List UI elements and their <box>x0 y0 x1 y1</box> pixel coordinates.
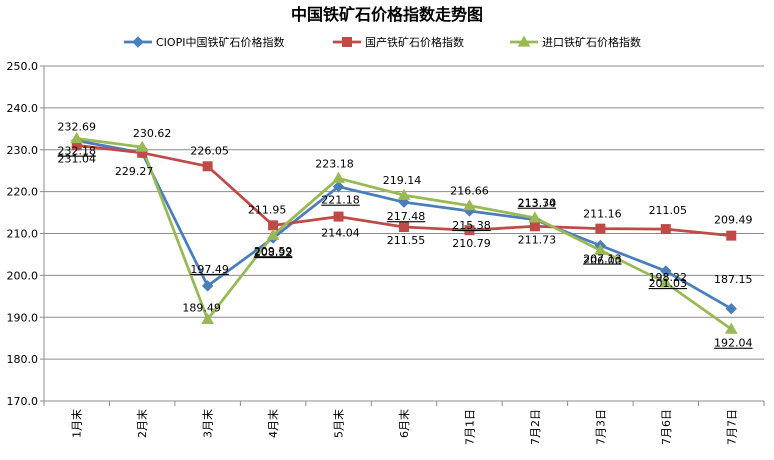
data-point <box>528 211 542 223</box>
x-tick-label: 3月末 <box>201 409 215 438</box>
data-point <box>594 243 607 255</box>
data-point <box>397 188 411 200</box>
data-point <box>660 265 672 277</box>
x-tick-label: 6月末 <box>397 409 411 438</box>
x-tick-label: 7月7日 <box>725 409 738 445</box>
legend-label: 进口铁矿石价格指数 <box>542 35 641 49</box>
x-tick-label: 7月3日 <box>594 409 607 445</box>
x-tick-label: 2月末 <box>135 409 149 438</box>
data-point <box>399 222 409 233</box>
x-tick-label: 4月末 <box>266 409 280 438</box>
data-label: 189.49 <box>182 301 221 314</box>
data-label: 209.59 <box>254 245 293 258</box>
data-label: 211.95 <box>248 203 287 216</box>
data-label: 226.05 <box>190 144 229 157</box>
data-point <box>332 180 345 193</box>
y-tick-label: 230.0 <box>7 144 39 157</box>
legend-marker <box>517 35 531 47</box>
x-tick-label: 7月1日 <box>463 409 476 445</box>
x-tick-label: 7月2日 <box>529 409 542 445</box>
data-label: 223.18 <box>315 157 354 170</box>
data-label: 232.18 <box>57 145 96 158</box>
data-point <box>659 276 673 288</box>
y-tick-label: 180.0 <box>7 353 39 366</box>
y-tick-label: 210.0 <box>7 228 39 241</box>
y-axis-ticks: 170.0 180.0 190.0 200.0 210.0 220.0 230.0 240.0… <box>7 60 44 408</box>
data-label: 192.04 <box>714 337 753 350</box>
data-label: 219.14 <box>383 174 422 187</box>
chart-title: 中国铁矿石价格指数走势图 <box>291 5 483 24</box>
data-label: 231.04 <box>57 152 96 165</box>
legend: CIOPI中国铁矿石价格指数 国产铁矿石价格指数 进口铁矿石价格指数 <box>124 35 641 49</box>
data-label: 207.13 <box>583 253 622 266</box>
data-label: 221.18 <box>321 194 360 207</box>
x-tick-label: 1月末 <box>70 409 84 438</box>
data-label: 229.27 <box>115 165 154 178</box>
data-label: 211.55 <box>387 234 426 247</box>
data-point <box>268 220 279 231</box>
data-point <box>660 224 671 235</box>
data-label: 215.38 <box>452 219 491 232</box>
data-point <box>333 211 344 222</box>
x-tick-label: 5月末 <box>332 409 346 438</box>
x-axis-ticks: 1月末 2月末 3月末 4月末 5月末 6月末 7月1日 7月2日 7月3日 7月6日 7月7日 <box>43 401 765 445</box>
data-label: 216.66 <box>450 185 489 198</box>
data-point <box>724 322 738 334</box>
data-label: 211.73 <box>518 233 557 246</box>
data-point <box>135 140 149 152</box>
data-point <box>201 312 214 325</box>
data-point <box>266 228 280 240</box>
legend-label: 国产铁矿石价格指数 <box>365 35 464 49</box>
data-point <box>201 280 214 292</box>
series-markers <box>70 131 738 334</box>
data-label: 197.49 <box>190 263 229 276</box>
data-label: 208.92 <box>254 246 293 259</box>
y-tick-label: 200.0 <box>7 269 39 282</box>
data-label: 211.05 <box>649 204 688 217</box>
data-point <box>595 223 606 234</box>
x-tick-label: 7月6日 <box>660 409 673 445</box>
data-label: 198.22 <box>649 271 688 284</box>
data-point <box>332 171 345 183</box>
data-labels: 232.18 229.27 197.49 208.92 221.18 217.48 215.… <box>57 120 752 349</box>
data-point <box>725 303 737 315</box>
data-label: 210.79 <box>452 237 491 250</box>
data-label: 209.49 <box>714 214 753 227</box>
legend-label: CIOPI中国铁矿石价格指数 <box>156 35 284 49</box>
data-label: 211.16 <box>583 208 622 221</box>
y-tick-label: 240.0 <box>7 102 39 115</box>
data-label: 230.62 <box>133 127 172 140</box>
y-tick-label: 190.0 <box>7 311 39 324</box>
data-label: 201.03 <box>649 277 688 290</box>
y-tick-label: 220.0 <box>7 186 39 199</box>
data-label: 187.15 <box>714 273 753 286</box>
legend-marker <box>342 37 352 47</box>
data-label: 217.48 <box>387 210 426 223</box>
data-point <box>463 199 476 211</box>
data-label: 213.30 <box>518 197 557 210</box>
data-point <box>202 161 213 172</box>
y-tick-label: 170.0 <box>7 395 39 408</box>
data-point <box>464 225 475 236</box>
data-label: 214.04 <box>321 227 360 240</box>
data-point <box>70 131 84 144</box>
y-tick-label: 250.0 <box>7 60 39 73</box>
data-label: 213.74 <box>518 197 557 210</box>
data-label: 206.00 <box>583 254 622 267</box>
data-point <box>529 221 540 232</box>
legend-marker <box>132 36 144 48</box>
data-point <box>726 230 737 241</box>
data-label: 232.69 <box>57 120 96 133</box>
